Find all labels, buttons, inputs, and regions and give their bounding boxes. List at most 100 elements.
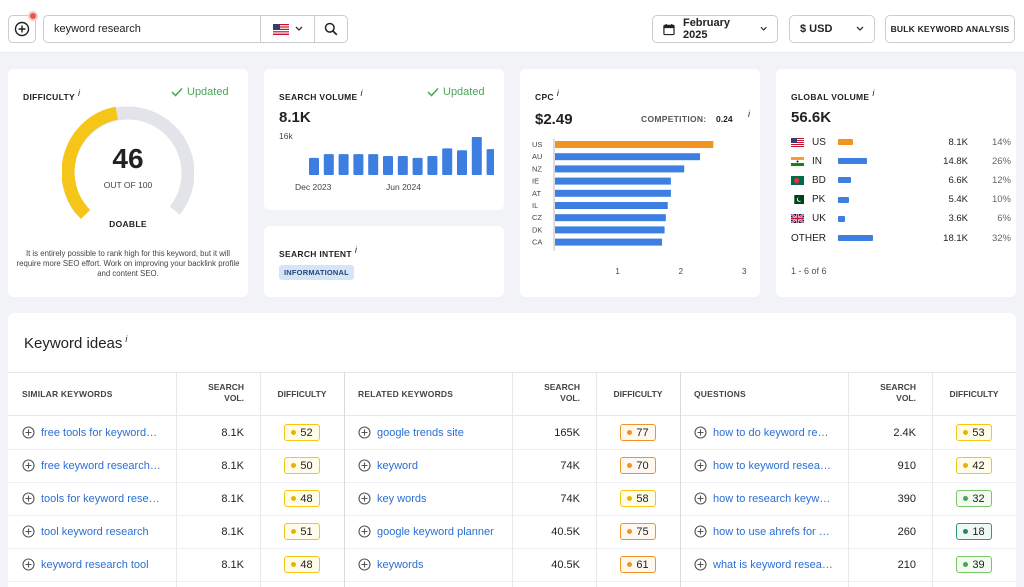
currency-selector[interactable]: $ USD bbox=[789, 15, 875, 43]
keyword-link[interactable]: key words bbox=[377, 492, 427, 505]
add-keyword-icon[interactable] bbox=[22, 426, 35, 439]
keyword-link[interactable]: how to do keyword re… bbox=[713, 426, 829, 439]
difficulty-card: DIFFICULTY i Updated 46 OUT OF 100 DOABLE… bbox=[8, 69, 248, 297]
country-share-bar bbox=[838, 139, 854, 145]
keyword-cell[interactable]: how to research keyw… bbox=[694, 482, 844, 515]
difficulty-value: 46 bbox=[112, 143, 144, 174]
country-selector[interactable] bbox=[260, 16, 314, 42]
keyword-cell[interactable]: tool keyword research bbox=[22, 515, 172, 548]
date-selector[interactable]: February 2025 bbox=[652, 15, 778, 43]
keyword-link[interactable]: google keyword planner bbox=[377, 525, 494, 538]
difficulty-badge: 77 bbox=[620, 424, 656, 441]
add-keyword-icon[interactable] bbox=[22, 492, 35, 505]
difficulty-score: 61 bbox=[636, 558, 649, 571]
keyword-link[interactable]: google trends site bbox=[377, 426, 464, 439]
keyword-volume: 390 bbox=[897, 492, 916, 505]
country-share-bar bbox=[838, 215, 845, 222]
add-keyword-icon[interactable] bbox=[358, 426, 371, 439]
add-keyword-icon[interactable] bbox=[694, 558, 707, 571]
keyword-cell[interactable]: google keyword planner bbox=[358, 515, 508, 548]
search-input[interactable]: keyword research bbox=[54, 23, 141, 35]
add-keyword-icon[interactable] bbox=[358, 525, 371, 538]
calendar-icon bbox=[663, 23, 675, 35]
search-vol-header: SEARCH VOL. bbox=[208, 382, 244, 403]
keyword-link[interactable]: what is keyword resea… bbox=[713, 558, 833, 571]
us-flag-icon bbox=[272, 23, 289, 35]
keyword-link[interactable]: how to research keyw… bbox=[713, 492, 831, 505]
currency-label: $ USD bbox=[800, 23, 833, 35]
difficulty-score: 58 bbox=[636, 492, 649, 505]
country-flag bbox=[791, 195, 804, 205]
keyword-cell[interactable]: how to keyword resea… bbox=[694, 449, 844, 482]
keyword-cell[interactable]: free keyword research… bbox=[22, 449, 172, 482]
keyword-cell[interactable]: keyword bbox=[358, 449, 508, 482]
add-keyword-icon[interactable] bbox=[694, 492, 707, 505]
add-keyword-icon[interactable] bbox=[694, 525, 707, 538]
global-volume-value: 56.6K bbox=[791, 109, 832, 126]
keyword-link[interactable]: keyword bbox=[377, 459, 418, 472]
keyword-cell[interactable]: key words bbox=[358, 482, 508, 515]
add-keyword-icon[interactable] bbox=[22, 558, 35, 571]
keyword-cell[interactable]: keywords bbox=[358, 548, 508, 581]
add-keyword-icon[interactable] bbox=[694, 459, 707, 472]
keyword-cell[interactable]: how to do keyword re… bbox=[694, 416, 844, 449]
keyword-cell[interactable]: tools for keyword rese… bbox=[22, 482, 172, 515]
keyword-link[interactable]: free keyword research… bbox=[41, 459, 161, 472]
section-header: SIMILAR KEYWORDS bbox=[22, 389, 113, 399]
difficulty-score: 39 bbox=[972, 558, 985, 571]
chevron-down-icon bbox=[760, 26, 767, 31]
keyword-ideas-title: Keyword ideas i bbox=[24, 334, 128, 352]
country-percent: 26% bbox=[991, 155, 1011, 167]
cpc-bar bbox=[555, 226, 665, 234]
keyword-volume: 165K bbox=[554, 426, 580, 439]
search-button[interactable] bbox=[314, 16, 347, 42]
country-flag bbox=[791, 156, 804, 166]
difficulty-out-of: OUT OF 100 bbox=[103, 180, 153, 190]
updated-status: Updated bbox=[171, 86, 229, 98]
volume-bar bbox=[338, 154, 349, 175]
add-keyword-icon[interactable] bbox=[358, 492, 371, 505]
difficulty-badge: 18 bbox=[956, 523, 992, 540]
keyword-link[interactable]: free tools for keyword… bbox=[41, 426, 158, 439]
add-keyword-icon[interactable] bbox=[358, 558, 371, 571]
cpc-bar bbox=[555, 238, 663, 246]
cpc-x-tick: 1 bbox=[615, 267, 620, 276]
keyword-cell[interactable]: what is keyword resea… bbox=[694, 548, 844, 581]
cpc-tick-label: DK bbox=[532, 225, 542, 234]
difficulty-badge: 48 bbox=[284, 490, 320, 507]
keyword-link[interactable]: tools for keyword rese… bbox=[41, 492, 160, 505]
keyword-link[interactable]: tool keyword research bbox=[41, 525, 149, 538]
keyword-link[interactable]: how to use ahrefs for … bbox=[713, 525, 830, 538]
difficulty-score: 32 bbox=[972, 492, 985, 505]
volume-bar bbox=[309, 157, 319, 175]
difficulty-description: It is entirely possible to rank high for… bbox=[16, 249, 240, 278]
difficulty-badge: 51 bbox=[284, 523, 320, 540]
volume-bar bbox=[323, 154, 334, 175]
cpc-tick-label: AT bbox=[532, 189, 541, 198]
add-keyword-icon[interactable] bbox=[22, 459, 35, 472]
check-icon bbox=[427, 87, 439, 97]
keyword-cell[interactable]: google trends site bbox=[358, 416, 508, 449]
cpc-title: CPC i bbox=[535, 88, 560, 102]
cpc-tick-label: IL bbox=[532, 201, 538, 210]
chevron-down-icon bbox=[295, 26, 302, 31]
keyword-volume: 40.5K bbox=[551, 525, 580, 538]
bulk-analysis-button[interactable]: BULK KEYWORD ANALYSIS bbox=[885, 15, 1015, 43]
country-flag bbox=[791, 137, 804, 147]
keyword-volume: 210 bbox=[897, 558, 916, 571]
cpc-card: CPC i $2.49 COMPETITION: 0.24 i US AU NZ IE A… bbox=[520, 69, 760, 297]
keyword-cell[interactable]: keyword research tool bbox=[22, 548, 172, 581]
add-keyword-icon[interactable] bbox=[694, 426, 707, 439]
keyword-link[interactable]: keywords bbox=[377, 558, 424, 571]
keyword-link[interactable]: keyword research tool bbox=[41, 558, 149, 571]
difficulty-dot bbox=[627, 529, 633, 534]
add-keyword-icon[interactable] bbox=[22, 525, 35, 538]
keyword-volume: 8.1K bbox=[221, 525, 244, 538]
keyword-cell[interactable]: free tools for keyword… bbox=[22, 416, 172, 449]
keyword-cell[interactable]: how to use ahrefs for … bbox=[694, 515, 844, 548]
difficulty-score: 48 bbox=[300, 558, 313, 571]
keyword-link[interactable]: how to keyword resea… bbox=[713, 459, 831, 472]
keyword-volume: 260 bbox=[897, 525, 916, 538]
add-keyword-icon[interactable] bbox=[358, 459, 371, 472]
keyword-volume: 2.4K bbox=[893, 426, 916, 439]
